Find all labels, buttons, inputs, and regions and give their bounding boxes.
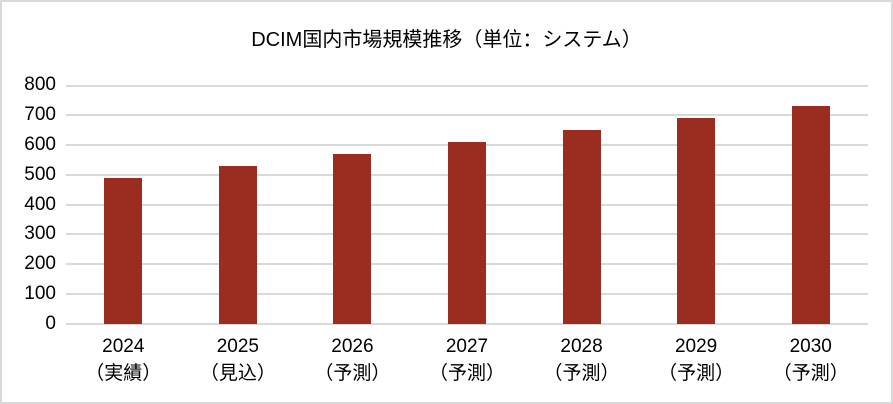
x-tick-label-2024: 2024 （実績） (66, 333, 181, 387)
x-tick-qualifier: （予測） (658, 363, 735, 384)
x-tick-qualifier: （予測） (543, 363, 620, 384)
y-tick-label: 0 (45, 313, 56, 334)
x-tick-year: 2024 (102, 336, 145, 357)
bar-2030 (791, 105, 830, 324)
bar-2029 (677, 117, 716, 324)
x-tick-label-2030: 2030 （予測） (753, 333, 868, 387)
x-tick-qualifier: （予測） (314, 363, 391, 384)
x-tick-year: 2030 (789, 336, 832, 357)
bar-2027 (448, 141, 486, 324)
x-tick-qualifier: （見込） (199, 363, 276, 384)
x-tick-label-2029: 2029 （予測） (639, 333, 754, 387)
x-tick-qualifier: （予測） (428, 363, 505, 384)
bar-2025 (218, 165, 257, 324)
x-tick-qualifier: （実績） (85, 363, 162, 384)
y-tick-label: 300 (24, 223, 56, 245)
gridline (66, 113, 868, 116)
chart-title: DCIM国内市場規模推移（単位：システム） (251, 29, 642, 51)
x-tick-year: 2027 (445, 336, 489, 357)
x-tick-qualifier: （予測） (772, 363, 849, 384)
x-tick-year: 2025 (216, 336, 259, 357)
y-tick-label: 200 (24, 253, 56, 275)
x-tick-label-2028: 2028 （予測） (524, 333, 639, 387)
x-axis-line (66, 323, 868, 325)
bar-2024 (104, 177, 143, 324)
y-tick-label: 800 (24, 74, 56, 95)
plot-area (66, 85, 868, 325)
x-tick-year: 2026 (331, 336, 374, 357)
x-tick-label-2027: 2027 （予測） (410, 333, 525, 387)
y-tick-label: 600 (24, 133, 56, 155)
y-tick-label: 400 (24, 193, 56, 215)
bar-2026 (333, 153, 372, 324)
x-tick-label-2026: 2026 （予測） (295, 333, 410, 387)
y-tick-label: 500 (24, 163, 56, 185)
y-axis: 0 100 200 300 400 500 600 700 800 (2, 74, 56, 334)
x-tick-year: 2029 (674, 336, 718, 357)
y-tick-label: 700 (24, 103, 56, 125)
gridline (66, 85, 868, 87)
bar-2028 (562, 129, 601, 324)
x-axis: 2024 （実績） 2025 （見込） 2026 （予測） 2027 （予測） 2028 （予測）… (66, 333, 868, 393)
y-tick-label: 100 (24, 283, 56, 305)
x-tick-year: 2028 (560, 336, 603, 357)
x-tick-label-2025: 2025 （見込） (181, 333, 296, 387)
